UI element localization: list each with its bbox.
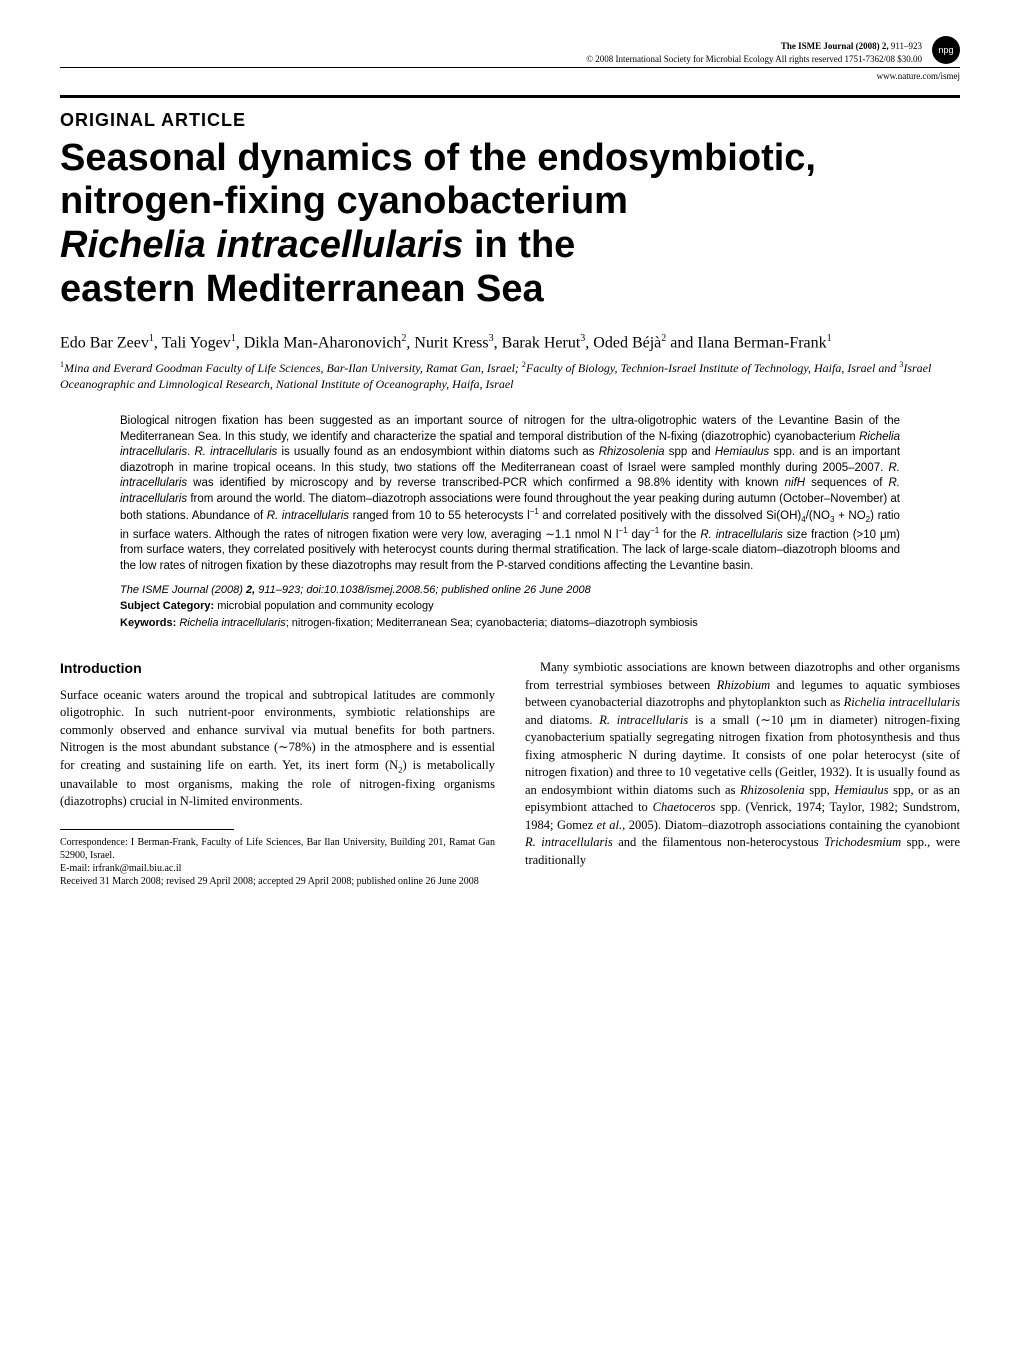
correspondence-text: Correspondence: I Berman-Frank, Faculty …	[60, 837, 495, 861]
footnote-rule	[60, 829, 234, 830]
affiliations: 1Mina and Everard Goodman Faculty of Lif…	[60, 360, 960, 392]
npg-logo: npg	[932, 36, 960, 64]
intro-paragraph-1: Surface oceanic waters around the tropic…	[60, 687, 495, 811]
keywords: Keywords: Richelia intracellularis; nitr…	[120, 616, 900, 631]
top-rule	[60, 95, 960, 98]
article-type: ORIGINAL ARTICLE	[60, 110, 960, 131]
section-heading-introduction: Introduction	[60, 659, 495, 679]
column-left: Introduction Surface oceanic waters arou…	[60, 659, 495, 887]
journal-title: The ISME Journal (2008) 2,	[781, 41, 889, 51]
correspondence-footnote: Correspondence: I Berman-Frank, Faculty …	[60, 836, 495, 888]
title-line-2: nitrogen-fixing cyanobacterium	[60, 180, 628, 222]
title-line-4: eastern Mediterranean Sea	[60, 268, 544, 310]
subject-category-text: microbial population and community ecolo…	[214, 600, 434, 612]
title-species-italic: Richelia intracellularis	[60, 224, 463, 266]
article-title: Seasonal dynamics of the endosymbiotic, …	[60, 137, 960, 312]
title-line-1: Seasonal dynamics of the endosymbiotic,	[60, 137, 816, 179]
subject-category-label: Subject Category:	[120, 600, 214, 612]
author-list: Edo Bar Zeev1, Tali Yogev1, Dikla Man-Ah…	[60, 332, 960, 354]
page-range: 911–923	[889, 41, 922, 51]
keywords-label: Keywords:	[120, 617, 176, 629]
journal-url: www.nature.com/ismej	[877, 71, 960, 81]
header-rule	[60, 67, 960, 68]
correspondence-email: E-mail: irfrank@mail.biu.ac.il	[60, 863, 181, 874]
citation-line: The ISME Journal (2008) 2, 911–923; doi:…	[120, 584, 900, 596]
subject-category: Subject Category: microbial population a…	[120, 600, 900, 612]
received-line: Received 31 March 2008; revised 29 April…	[60, 876, 479, 887]
abstract: Biological nitrogen fixation has been su…	[120, 414, 900, 574]
column-right: Many symbiotic associations are known be…	[525, 659, 960, 887]
journal-header: The ISME Journal (2008) 2, 911–923 © 200…	[60, 40, 960, 83]
copyright-line: © 2008 International Society for Microbi…	[586, 54, 922, 64]
title-line-3-rest: in the	[463, 224, 575, 266]
keywords-text: Richelia intracellularis; nitrogen-fixat…	[176, 617, 698, 629]
intro-paragraph-2: Many symbiotic associations are known be…	[525, 659, 960, 869]
body-columns: Introduction Surface oceanic waters arou…	[60, 659, 960, 887]
